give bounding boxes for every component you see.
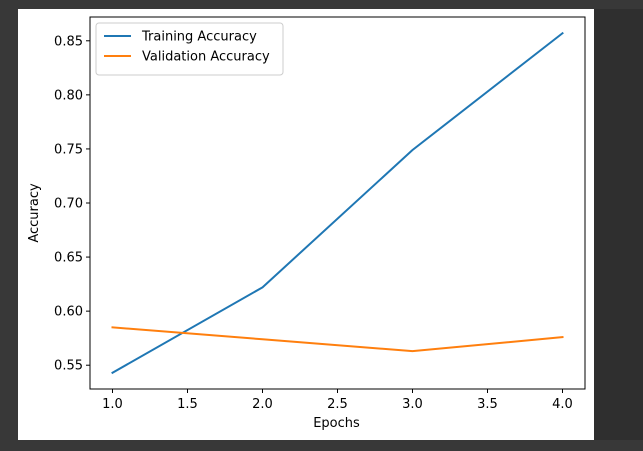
series-line-validation [111,326,564,353]
x-tick-label: 4.0 [552,397,573,412]
legend-box [95,22,284,76]
legend-label: Validation Accuracy [142,50,270,65]
series-line-training [111,31,564,375]
y-tick-label: 0.75 [54,142,83,157]
y-tick-label: 0.85 [54,34,83,49]
chart-svg: 1.0 1.5 2.0 2.5 3.0 3.5 4.0 0.55 0.60 0.65 0.70 0.7… [27,16,586,431]
chart-figure: 1.0 1.5 2.0 2.5 3.0 3.5 4.0 0.55 0.60 0.65 0.70 0.7… [18,9,594,440]
legend: Training Accuracy Validation Accuracy [95,22,284,76]
legend-label: Training Accuracy [141,30,257,45]
y-tick-label: 0.60 [54,305,83,320]
x-tick-label: 2.0 [252,397,273,412]
y-tick-label: 0.80 [54,88,83,103]
x-tick-label: 3.0 [402,397,423,412]
window-side-panel [594,9,643,451]
x-axis-label: Epochs [313,416,360,431]
x-tick-label: 2.5 [327,397,348,412]
y-axis-label: Accuracy [27,183,42,243]
ticks: 1.0 1.5 2.0 2.5 3.0 3.5 4.0 0.55 0.60 0.65 0.70 0.7… [54,34,573,412]
plot-lines [111,31,564,375]
y-tick-label: 0.55 [54,359,83,374]
y-tick-label: 0.65 [54,251,83,266]
x-tick-label: 3.5 [477,397,498,412]
x-tick-label: 1.0 [102,397,123,412]
y-tick-label: 0.70 [54,197,83,212]
x-tick-label: 1.5 [177,397,198,412]
window-bottom-strip [0,440,643,451]
